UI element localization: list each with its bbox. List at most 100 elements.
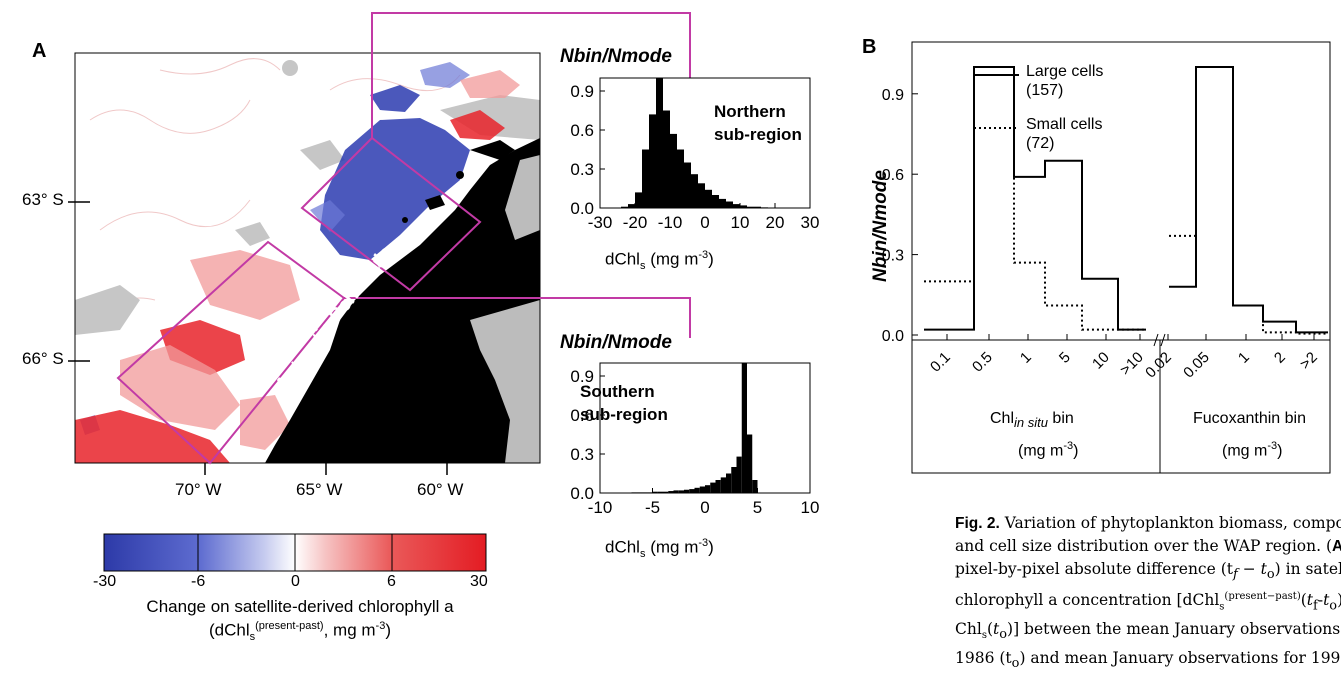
north-hist-bar bbox=[628, 204, 635, 208]
north-hist-xtick-label: -20 bbox=[623, 213, 648, 232]
north-hist-ytick-label: 0.3 bbox=[570, 160, 594, 179]
panel-b-ytick-label: 0.9 bbox=[882, 87, 904, 104]
south-hist-bar bbox=[668, 491, 674, 493]
panel-b-label-frame bbox=[911, 339, 1331, 474]
caption-line-4: chlorophyll a concentration [dChls(prese… bbox=[955, 591, 1341, 614]
legend-large-label: Large cells (157) bbox=[1026, 62, 1103, 100]
caption-line-6: 1986 (to) and mean January observations … bbox=[955, 649, 1341, 672]
north-hist-bar bbox=[621, 206, 628, 208]
north-hist-xtick-label: 0 bbox=[700, 213, 709, 232]
north-hist-bar bbox=[761, 207, 768, 208]
small-cells-fuco-line bbox=[1169, 66, 1328, 335]
caption-line-3: pixel-by-pixel absolute difference (tf −… bbox=[955, 560, 1341, 583]
colorbar-tick-0: 0 bbox=[291, 573, 300, 590]
south-hist-bar bbox=[715, 480, 721, 493]
panel-b-xtick-label: 2 bbox=[1271, 349, 1289, 367]
north-region-line2: sub-region bbox=[714, 125, 802, 144]
lat-label-63s: 63° S bbox=[22, 190, 64, 209]
caption-line-2: and cell size distribution over the WAP … bbox=[955, 537, 1341, 555]
legend-large-count: (157) bbox=[1026, 82, 1064, 99]
south-hist-xlabel: dChls (mg m-3) bbox=[605, 537, 714, 561]
panel-b-ytick-label: 0.0 bbox=[882, 328, 904, 345]
north-hist-bar bbox=[663, 110, 670, 208]
south-hist-bar bbox=[684, 489, 690, 493]
panel-b-xtick-label: 0.02 bbox=[1142, 349, 1175, 382]
fuco-unit-label: (mg m-3) bbox=[1222, 440, 1283, 460]
south-hist-ytick-label: 0.3 bbox=[570, 445, 594, 464]
panel-b-chart: 0.00.30.60.90.1 0.5 1 5 10 >100.02 0.05 1 2 >2 bbox=[882, 41, 1331, 474]
caption-line-1: Fig. 2. Variation of phytoplankton bioma… bbox=[955, 514, 1341, 532]
north-hist-bar bbox=[705, 189, 712, 208]
panel-a-letter: A bbox=[32, 40, 47, 62]
south-hist-xtick-label: -5 bbox=[645, 498, 660, 517]
peninsula-label: Antarctic Peninsula bbox=[271, 242, 398, 396]
panel-b-xtick-label: 0.5 bbox=[969, 349, 996, 376]
panel-b-xtick-label: 0.05 bbox=[1180, 349, 1213, 382]
figure-caption: Fig. 2. Variation of phytoplankton bioma… bbox=[955, 512, 1341, 676]
colorbar-tick-30: 30 bbox=[470, 573, 488, 590]
panel-b-ytick-label: 0.6 bbox=[882, 167, 904, 184]
legend-small-name: Small cells bbox=[1026, 116, 1103, 133]
south-hist-bar bbox=[710, 482, 716, 493]
panel-b-xtick-label: 5 bbox=[1056, 349, 1074, 367]
south-hist-bar bbox=[678, 490, 684, 493]
panel-b-xtick-label: 1 bbox=[1017, 349, 1035, 367]
caption-line-5: Chls(to)] between the mean January obser… bbox=[955, 620, 1341, 643]
north-hist-bar bbox=[719, 198, 726, 208]
south-hist-bar bbox=[647, 492, 653, 493]
south-hist-ylabel: Nbin/Nmode bbox=[560, 332, 672, 353]
north-hist-xtick-label: -10 bbox=[658, 213, 683, 232]
south-hist-xtick-label: -10 bbox=[588, 498, 613, 517]
north-hist-xtick-label: 20 bbox=[766, 213, 785, 232]
north-hist-bar bbox=[698, 183, 705, 208]
south-histogram: 0.0 0.3 0.6 0.9 -10 -5 0 5 10 bbox=[570, 362, 819, 517]
north-hist-bar bbox=[649, 114, 656, 208]
north-region-line1: Northern bbox=[714, 102, 786, 121]
south-hist-xtick-label: 0 bbox=[700, 498, 709, 517]
panel-b-ytick-label: 0.3 bbox=[882, 248, 904, 265]
north-hist-bar bbox=[740, 205, 747, 208]
south-hist-bar bbox=[636, 492, 642, 493]
south-region-label: Southern sub-region bbox=[580, 380, 668, 426]
south-hist-bar bbox=[652, 491, 658, 493]
north-hist-bar bbox=[726, 201, 733, 208]
north-hist-bar bbox=[712, 195, 719, 208]
north-histogram: 0.0 0.3 0.6 0.9 -30 -20 -10 0 10 20 30 bbox=[570, 77, 820, 232]
colorbar-label-line2: (dChls(present-past), mg m-3) bbox=[208, 620, 391, 644]
north-hist-xtick-label: -30 bbox=[588, 213, 613, 232]
axis-break-mark bbox=[1160, 333, 1166, 347]
south-hist-bar bbox=[747, 434, 753, 493]
panel-b-xtick-label: >2 bbox=[1297, 349, 1321, 373]
north-hist-bar bbox=[691, 174, 698, 208]
legend-large-name: Large cells bbox=[1026, 63, 1104, 80]
north-hist-bar bbox=[754, 206, 761, 208]
lat-label-66s: 66° S bbox=[22, 349, 64, 368]
small-cells-chl-line bbox=[924, 66, 1146, 331]
south-region-line2: sub-region bbox=[580, 405, 668, 424]
south-hist-bar bbox=[736, 456, 742, 493]
panel-b-letter: B bbox=[862, 36, 877, 58]
chl-unit-label: (mg m-3) bbox=[1018, 440, 1079, 460]
north-hist-xtick-label: 10 bbox=[731, 213, 750, 232]
lon-label-70w: 70° W bbox=[175, 480, 222, 499]
north-hist-ytick-label: 0.6 bbox=[570, 121, 594, 140]
large-cells-fuco-line bbox=[1169, 66, 1328, 334]
south-hist-ytick-label: 0.0 bbox=[570, 484, 594, 503]
chl-group-label: Chlin situ bin bbox=[990, 410, 1074, 431]
north-hist-bar bbox=[635, 192, 642, 208]
south-hist-bar bbox=[694, 487, 700, 493]
south-hist-bar bbox=[673, 490, 679, 493]
south-hist-bar bbox=[657, 491, 663, 493]
south-hist-bar bbox=[720, 477, 726, 493]
north-hist-bar bbox=[677, 149, 684, 208]
south-hist-xtick-label: 5 bbox=[753, 498, 762, 517]
legend-small-count: (72) bbox=[1026, 135, 1055, 152]
south-hist-bar bbox=[663, 491, 669, 493]
south-hist-ytick-label: 0.6 bbox=[570, 406, 594, 425]
south-hist-bar bbox=[705, 485, 711, 493]
north-hist-xtick-label: 30 bbox=[801, 213, 820, 232]
south-hist-ytick-label: 0.9 bbox=[570, 367, 594, 386]
colorbar-tick-6: 6 bbox=[387, 573, 396, 590]
lon-label-60w: 60° W bbox=[417, 480, 464, 499]
south-hist-bar bbox=[731, 467, 737, 493]
